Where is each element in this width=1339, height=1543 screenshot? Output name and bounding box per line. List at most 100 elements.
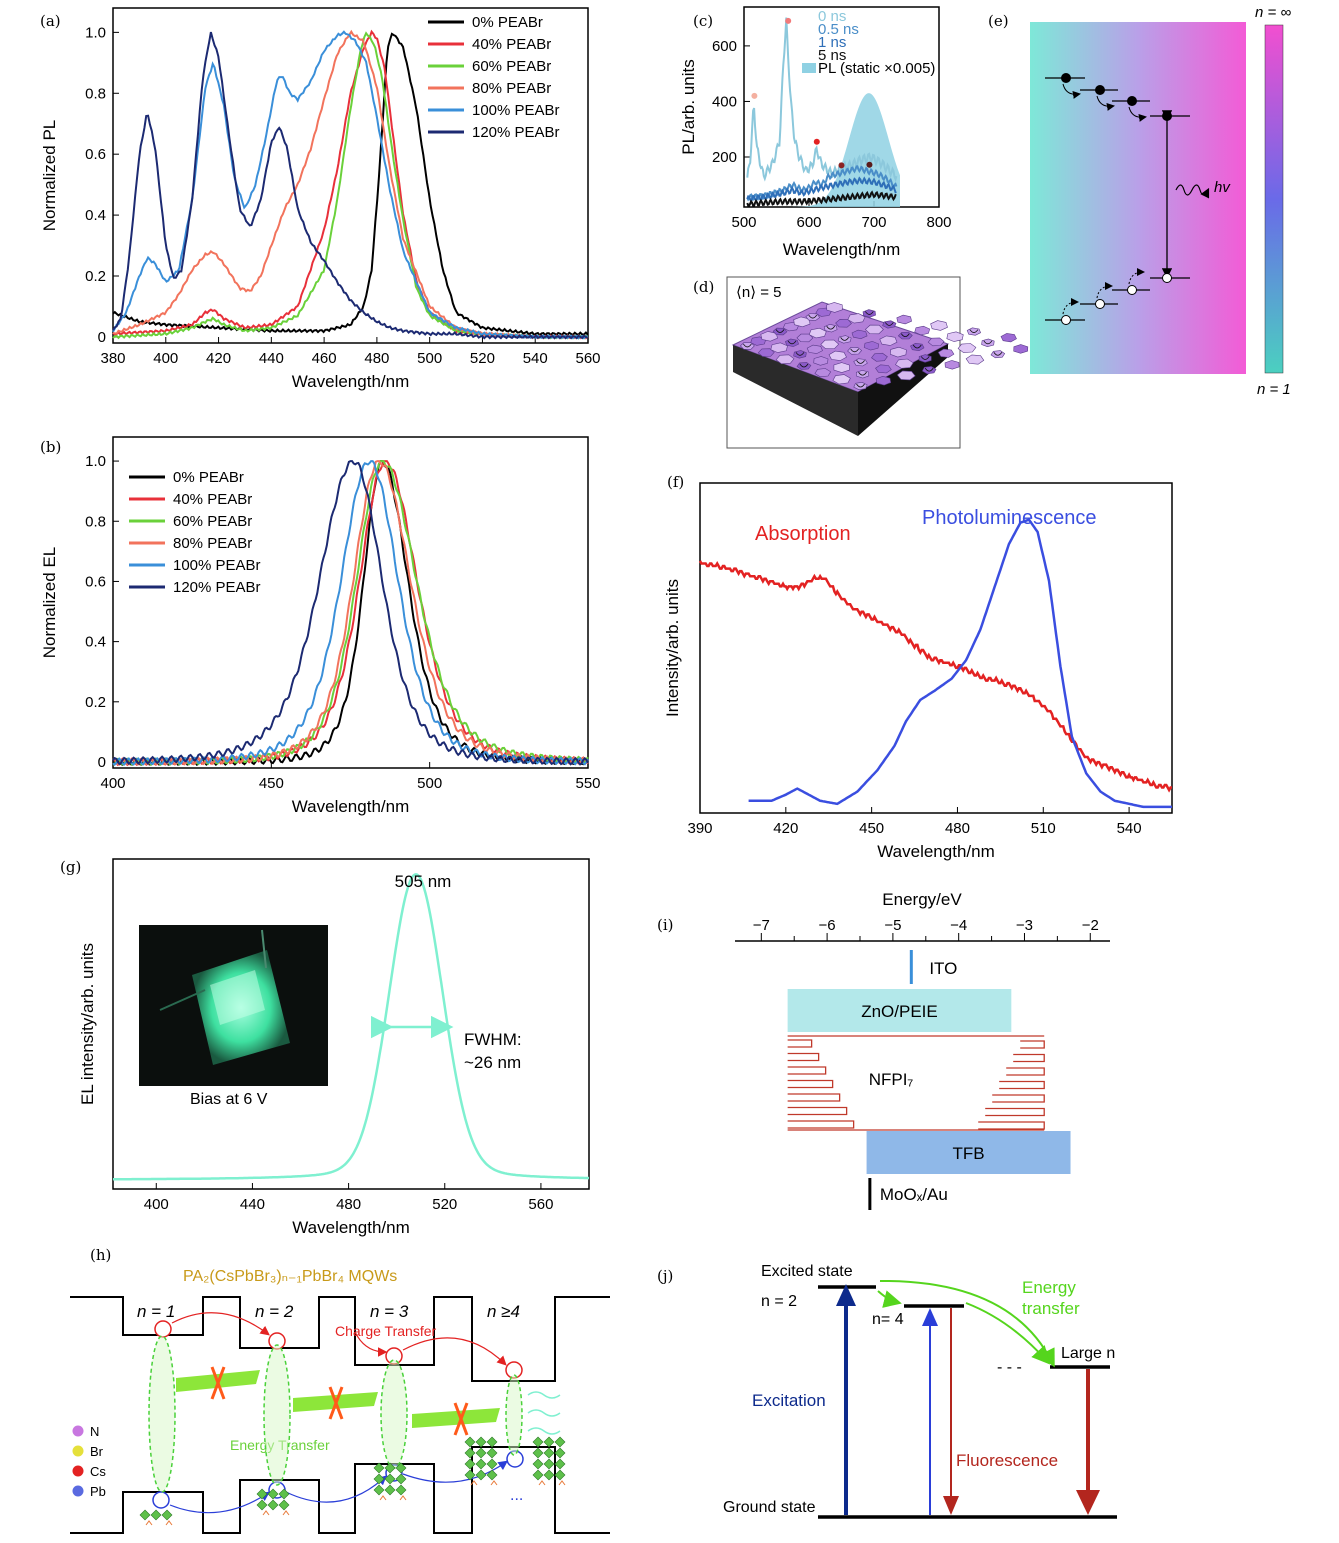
octahedron (486, 1458, 498, 1470)
absorption-label: Absorption (755, 523, 851, 545)
x-tick-label-a: 440 (259, 350, 284, 367)
grain (889, 346, 907, 358)
device-photo (139, 925, 328, 1086)
grain (921, 366, 937, 375)
y-tick-label-c: 600 (712, 38, 737, 55)
grain (879, 335, 898, 346)
y-tick-label-c: 200 (712, 149, 737, 166)
organic-spacer (470, 1480, 498, 1486)
y-tick-label-c: 400 (712, 93, 737, 110)
octahedron (532, 1436, 544, 1448)
conduction-band (70, 1296, 610, 1382)
y-tick-label-a: 0.4 (85, 207, 106, 224)
film-side-left (733, 345, 858, 436)
y-axis-label-b: Normalized EL (40, 547, 59, 659)
octahedron (554, 1458, 566, 1470)
nfpi-layer (787, 1035, 1045, 1131)
charge-transfer-label: Charge Transfer (335, 1323, 436, 1339)
octahedron (543, 1436, 555, 1448)
grain (806, 344, 823, 354)
carrier-arrow (884, 322, 894, 326)
panel-f-label: (f) (667, 473, 684, 491)
ellipsis-label: - - - (997, 1359, 1022, 1376)
x-tick-label-a: 540 (523, 350, 548, 367)
octahedron (395, 1462, 407, 1474)
x-tick-label-f: 540 (1117, 820, 1142, 837)
octahedron (543, 1469, 555, 1481)
octahedron (486, 1447, 498, 1459)
octahedron (278, 1488, 290, 1500)
octahedron (532, 1447, 544, 1459)
octahedron (464, 1447, 476, 1459)
energy-transfer-bolts (176, 1366, 500, 1436)
octahedron (267, 1488, 279, 1500)
film-grains (739, 302, 1053, 391)
grain (837, 335, 852, 344)
grain (853, 381, 868, 391)
el-spectrum (113, 873, 590, 1181)
grain (775, 354, 795, 365)
x-tick-label-b: 500 (417, 775, 442, 792)
panel-g-label: (g) (60, 858, 81, 876)
y-axis-label-f: Intensity/arb. units (663, 579, 682, 717)
y-tick-label-b: 0.4 (85, 634, 106, 651)
colorbar-top-label: n = ∞ (1255, 4, 1291, 21)
plot-frame-b (112, 436, 589, 769)
legend-atom-cs (72, 1465, 84, 1477)
x-tick-label-c: 500 (731, 214, 756, 231)
carrier-arrow (775, 329, 785, 333)
grain (882, 320, 897, 329)
peak-marker (838, 162, 845, 169)
x-tick-label-g: 480 (336, 1196, 361, 1213)
tfb-label: TFB (952, 1144, 984, 1163)
carrier-arrow (856, 360, 865, 364)
well-n2: n = 2 (255, 1302, 294, 1321)
organic-spacer (538, 1480, 566, 1486)
carrier-arrow (900, 333, 910, 338)
grain (914, 325, 931, 336)
legend-atom-n (72, 1425, 84, 1437)
y-tick-label-b: 0.6 (85, 573, 106, 590)
octahedron (532, 1458, 544, 1470)
carrier-arrow (912, 344, 922, 349)
legend-entry: 60% PEABr (173, 513, 252, 530)
x-tick-label-g: 400 (144, 1196, 169, 1213)
octahedron (384, 1462, 396, 1474)
energy-label: Energy (1022, 1278, 1076, 1297)
y-tick-label-b: 0 (98, 754, 106, 771)
absorption-curve (698, 560, 1172, 793)
plot-frame-a (112, 7, 589, 344)
octahedron (278, 1499, 290, 1511)
excited-state-label: Excited state (761, 1263, 853, 1280)
photo-caption: Bias at 6 V (190, 1091, 268, 1108)
valence-band (70, 1446, 610, 1534)
octahedron (464, 1458, 476, 1470)
x-tick-label-g: 520 (432, 1196, 457, 1213)
y-axis-label-a: Normalized PL (40, 120, 59, 232)
x-tick-label-b: 450 (259, 775, 284, 792)
y-tick-label-a: 0 (98, 329, 106, 346)
carrier-arrow (856, 383, 865, 388)
panel-c-label: (c) (693, 12, 713, 30)
grain (875, 375, 892, 386)
legend-entry: 0 ns (818, 8, 846, 25)
panel-a-label: (a) (40, 12, 61, 30)
crystal-layers (139, 1436, 566, 1526)
y-axis-label-c: PL/arb. units (679, 59, 698, 154)
carrier-arrow (983, 340, 993, 345)
octahedron (475, 1436, 487, 1448)
photoluminescence-label: Photoluminescence (922, 507, 1097, 529)
energy-tick-label: −3 (1016, 917, 1033, 934)
carrier-arrow (795, 352, 805, 356)
panel-d: ⟨n⟩ = 5 (726, 276, 1053, 449)
fwhm-label: FWHM: (464, 1030, 522, 1049)
energy-tick-label: −4 (950, 917, 967, 934)
x-tick-label-f: 480 (945, 820, 970, 837)
fluorescence-arrows (943, 1308, 1100, 1515)
x-tick-label-a: 500 (417, 350, 442, 367)
legend-entry: 5 ns (818, 47, 846, 64)
grain (944, 360, 960, 370)
zno-layer (787, 989, 1012, 1032)
x-tick-label-c: 800 (926, 214, 951, 231)
